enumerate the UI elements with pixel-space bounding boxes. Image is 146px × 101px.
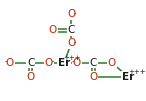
Text: +++: +++ — [64, 55, 81, 61]
Text: O: O — [45, 58, 53, 68]
Text: Er: Er — [58, 58, 70, 68]
Text: O: O — [89, 72, 98, 82]
Text: O: O — [49, 25, 57, 35]
Text: -: - — [74, 39, 76, 45]
Text: -: - — [5, 58, 7, 64]
Text: +++: +++ — [128, 69, 145, 75]
Text: -: - — [74, 10, 76, 16]
Text: -: - — [72, 58, 74, 64]
Text: Er: Er — [122, 72, 134, 82]
Text: O: O — [67, 9, 75, 19]
Text: O: O — [107, 58, 116, 68]
Text: O: O — [73, 58, 81, 68]
Text: O: O — [27, 72, 35, 82]
Text: -: - — [52, 58, 54, 64]
Text: C: C — [27, 58, 34, 68]
Text: C: C — [90, 58, 97, 68]
Text: C: C — [67, 25, 75, 35]
Text: O: O — [67, 38, 75, 48]
Text: O: O — [6, 58, 14, 68]
